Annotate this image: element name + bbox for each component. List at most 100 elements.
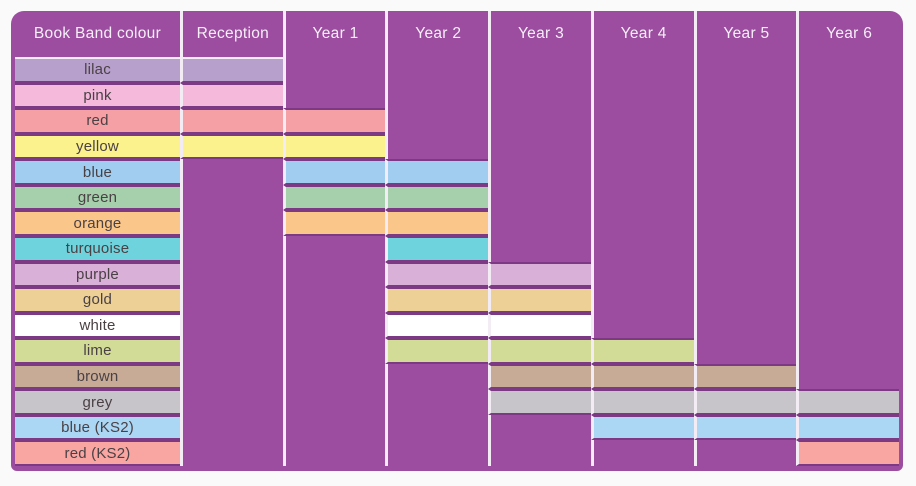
band-label: lilac [15,57,180,83]
band-cell-empty [385,133,488,160]
band-cell-active [385,338,489,364]
band-row-grey: grey [15,389,899,415]
band-cell-active [590,389,694,415]
band-cell-empty [282,235,386,262]
band-cell-empty [488,235,591,262]
band-cell-empty [282,261,386,288]
column-header-reception: Reception [180,11,283,57]
column-header-year-1: Year 1 [282,11,386,57]
band-label: gold [15,287,180,313]
band-label: green [15,184,180,211]
band-cell-empty [488,184,591,211]
band-cell-active [282,108,386,134]
band-cell-active [385,184,489,211]
band-row-green: green [15,184,899,211]
band-label: blue (KS2) [15,414,180,441]
band-cell-empty [282,287,386,313]
band-cell-active [590,338,694,364]
band-cell-active [385,312,489,339]
band-cell-empty [180,312,283,339]
band-cell-empty [693,210,797,236]
band-cell-empty [693,338,797,364]
band-cell-empty [590,235,694,262]
band-label: purple [15,261,180,288]
band-cell-empty [385,57,488,83]
band-label: turquoise [15,235,180,262]
band-cell-active [385,210,489,236]
band-cell-empty [180,440,283,466]
column-header-year-4: Year 4 [590,11,694,57]
band-row-lime: lime [15,338,899,364]
band-cell-empty [590,57,694,83]
band-cell-empty [796,133,899,160]
band-cell-empty [488,108,591,134]
band-cell-empty [590,133,694,160]
band-cell-active [693,363,797,390]
band-cell-active [796,414,899,441]
band-cell-empty [693,82,797,109]
band-cell-empty [796,261,899,288]
column-header-year-5: Year 5 [693,11,797,57]
band-cell-active [282,210,386,236]
column-header-book-band-colour: Book Band colour [33,25,162,42]
column-header-year-6: Year 6 [796,11,899,57]
column-header-year-3: Year 3 [488,11,591,57]
header-row: Book Band colour Reception Year 1 Year 2 Ye… [15,11,899,57]
band-row-blue: blue [15,159,899,185]
band-cell-empty [488,440,591,466]
band-cell-empty [180,159,283,185]
band-cell-active [488,389,591,415]
band-cell-active [180,133,283,160]
band-cell-empty [180,363,283,390]
band-cell-empty [693,184,797,211]
band-row-pink: pink [15,82,899,109]
band-row-lilac: lilac [15,57,899,83]
band-cell-empty [590,82,694,109]
band-row-brown: brown [15,363,899,390]
band-cell-empty [796,363,899,390]
band-cell-active [693,389,797,415]
band-cell-empty [180,338,283,364]
band-label: red (KS2) [15,440,180,466]
band-cell-active [385,159,489,185]
band-cell-empty [385,108,488,134]
band-row-gold: gold [15,287,899,313]
band-row-purple: purple [15,261,899,288]
band-cell-empty [180,287,283,313]
band-cell-empty [282,440,386,466]
band-cell-empty [796,159,899,185]
band-cell-empty [282,389,386,415]
band-cell-empty [590,440,694,466]
band-cell-empty [488,82,591,109]
band-row-white: white [15,312,899,339]
band-cell-empty [488,133,591,160]
band-cell-empty [796,287,899,313]
band-cell-active [180,82,283,109]
band-cell-active [282,133,386,160]
band-cell-empty [590,108,694,134]
band-cell-empty [180,235,283,262]
band-cell-empty [796,108,899,134]
book-band-chart: Book Band colour Reception Year 1 Year 2 Ye… [11,11,903,471]
band-label: grey [15,389,180,415]
band-cell-empty [180,184,283,211]
band-row-red: red [15,108,899,134]
band-row-red-ks2: red (KS2) [15,440,899,466]
column-header-year-2: Year 2 [385,11,488,57]
band-cell-active [385,261,489,288]
band-cell-active [180,57,283,83]
band-row-orange: orange [15,210,899,236]
band-cell-active [385,235,489,262]
band-cell-empty [385,82,488,109]
band-cell-empty [488,159,591,185]
band-row-yellow: yellow [15,133,899,160]
band-cell-empty [796,312,899,339]
band-cell-empty [385,414,488,441]
band-label: yellow [15,133,180,160]
band-cell-empty [180,389,283,415]
band-label: lime [15,338,180,364]
band-cell-active [693,414,797,441]
band-cell-active [488,312,591,339]
band-cell-active [796,440,899,466]
